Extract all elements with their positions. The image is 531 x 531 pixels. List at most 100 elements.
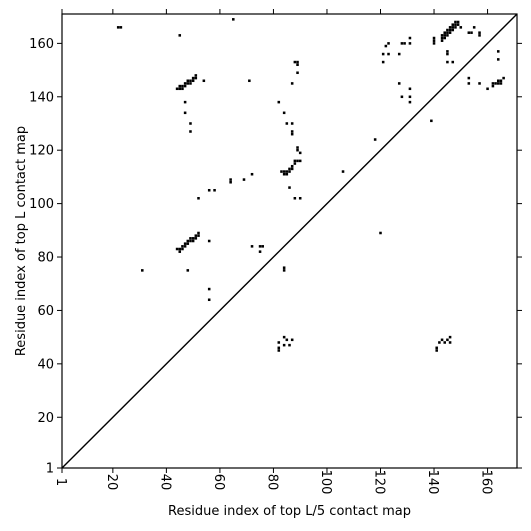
contact-point	[446, 34, 449, 37]
contact-point	[258, 245, 262, 248]
contact-point	[183, 245, 187, 248]
contact-point	[178, 87, 182, 91]
contact-point	[194, 76, 198, 80]
contact-point	[229, 178, 232, 181]
x-tick-label: 1	[53, 478, 68, 486]
contact-point	[467, 31, 471, 34]
contact-point	[435, 349, 438, 352]
x-tick-label: 160	[479, 470, 494, 495]
contact-point	[408, 100, 412, 104]
contact-point	[290, 164, 294, 168]
contact-point	[277, 100, 281, 104]
contact-point	[502, 76, 505, 80]
contact-point	[397, 52, 401, 56]
contact-point	[496, 82, 500, 85]
contact-point	[288, 343, 291, 347]
contact-point	[446, 338, 449, 342]
contact-point	[384, 44, 388, 48]
x-tick-label: 120	[372, 470, 387, 495]
contact-point	[443, 36, 446, 40]
contact-point	[448, 341, 452, 344]
y-tick-label: 60	[37, 304, 54, 319]
contact-point	[443, 341, 446, 344]
y-tick-label: 1	[46, 462, 54, 477]
contact-point	[296, 60, 299, 64]
contact-point	[282, 172, 286, 176]
contact-point	[183, 100, 187, 104]
contact-point	[456, 20, 460, 24]
contact-point	[341, 170, 345, 173]
contact-point	[248, 79, 251, 83]
x-tick-label: 140	[425, 470, 440, 495]
y-tick-label: 100	[29, 197, 54, 212]
contact-point	[261, 245, 264, 248]
contact-point	[290, 132, 294, 136]
contact-point	[282, 170, 286, 173]
contact-point	[467, 76, 471, 80]
y-tick-label: 20	[37, 411, 54, 426]
contact-point	[451, 60, 455, 64]
contact-point	[446, 28, 449, 32]
contact-point	[293, 159, 297, 163]
contact-point	[440, 39, 444, 42]
contact-point	[443, 31, 446, 34]
contact-point	[448, 28, 452, 32]
contact-point	[491, 82, 495, 85]
contact-point	[440, 36, 444, 40]
contact-point	[232, 18, 235, 21]
contact-point	[191, 237, 195, 240]
contact-point	[472, 26, 476, 29]
contact-point	[183, 242, 187, 245]
contact-point	[288, 186, 291, 189]
contact-point	[446, 52, 449, 56]
contact-point	[191, 79, 195, 83]
contact-point	[207, 298, 211, 302]
contact-point	[183, 111, 187, 115]
contact-point	[448, 26, 452, 29]
contact-point	[486, 87, 489, 91]
contact-point	[178, 247, 182, 251]
contact-point	[282, 343, 286, 347]
contact-point	[448, 335, 452, 339]
contact-point	[194, 234, 198, 237]
contact-point	[197, 234, 200, 237]
contact-point	[381, 52, 385, 56]
contact-point	[229, 180, 232, 184]
contact-point	[116, 26, 120, 29]
y-tick-label: 80	[37, 251, 54, 266]
contact-point	[454, 26, 457, 29]
contact-point	[194, 237, 198, 240]
contact-point	[496, 79, 500, 83]
contact-point	[280, 170, 283, 173]
contact-point	[296, 146, 299, 149]
contact-point	[454, 20, 457, 24]
contact-point	[293, 162, 297, 165]
diagonal-line	[61, 13, 518, 469]
contact-point	[282, 269, 286, 272]
contact-point	[189, 79, 192, 83]
contact-point	[186, 269, 190, 272]
contact-point	[213, 188, 216, 192]
x-axis-label: Residue index of top L/5 contact map	[168, 504, 411, 519]
contact-point	[459, 26, 463, 29]
contact-point	[478, 34, 481, 37]
contact-point	[408, 36, 412, 40]
contact-point	[119, 26, 123, 29]
contact-point	[446, 60, 449, 64]
contact-point	[189, 239, 192, 243]
contact-point	[277, 349, 281, 352]
contact-point	[290, 167, 294, 171]
contact-point	[202, 79, 206, 83]
contact-point	[387, 42, 390, 45]
contact-point	[194, 74, 198, 77]
contact-point	[250, 245, 254, 248]
contact-point	[379, 231, 382, 235]
contact-point	[181, 245, 184, 248]
x-tick-label: 20	[104, 474, 119, 491]
contact-point	[290, 338, 294, 342]
contact-point	[408, 95, 412, 99]
contact-point	[446, 50, 449, 53]
contact-point	[189, 122, 192, 125]
x-tick-label: 60	[211, 474, 226, 491]
